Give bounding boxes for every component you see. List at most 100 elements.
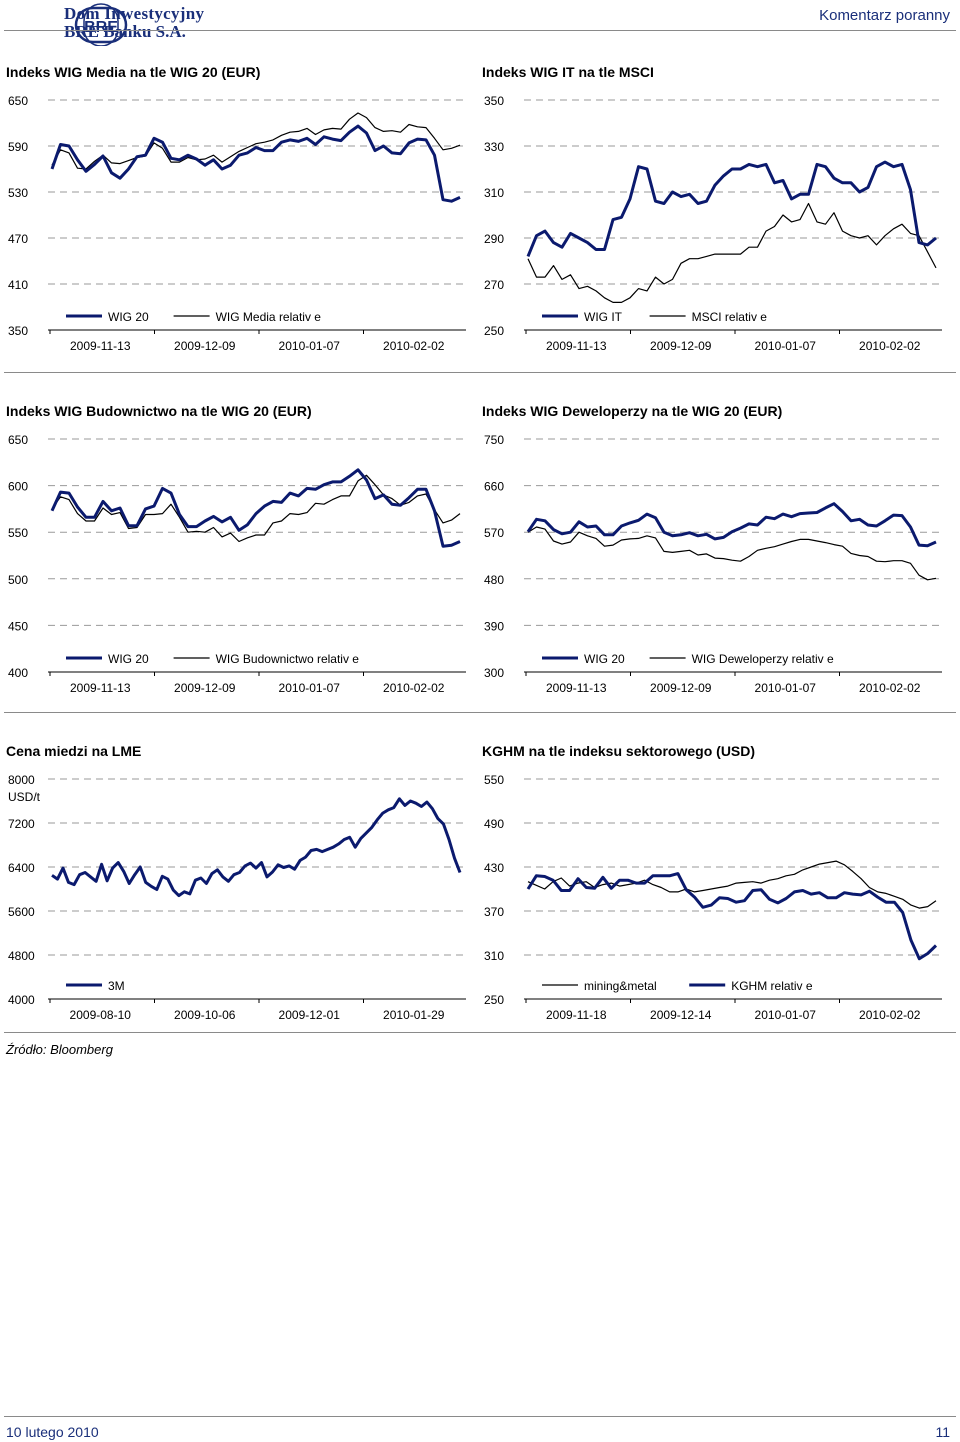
- y-tick-label: 310: [484, 186, 504, 200]
- legend-label: WIG Deweloperzy relativ e: [692, 652, 834, 666]
- y-tick-label: 7200: [8, 817, 35, 831]
- y-tick-label: 650: [8, 433, 28, 447]
- y-tick-label: 250: [484, 993, 504, 1007]
- section-rule: [4, 372, 956, 373]
- y-tick-label: 390: [484, 619, 504, 633]
- series-line-3m: [51, 797, 462, 898]
- y-tick-label: 480: [484, 573, 504, 587]
- series-line-wig-20: [50, 124, 461, 203]
- x-tick-label: 2010-02-02: [859, 1008, 921, 1022]
- logo-ring: [74, 6, 128, 44]
- series-line-wig-media-relativ-e: [51, 112, 461, 170]
- x-tick-label: 2009-12-09: [650, 339, 712, 353]
- footer-date: 10 lutego 2010: [6, 1424, 99, 1440]
- series-line-wig-budownictwo-relativ-e: [51, 474, 461, 543]
- x-tick-label: 2010-01-07: [755, 1008, 817, 1022]
- x-tick-label: 2010-01-07: [755, 681, 817, 695]
- y-tick-label: 600: [8, 480, 28, 494]
- x-tick-label: 2009-12-09: [650, 681, 712, 695]
- source-note: Źródło: Bloomberg: [6, 1042, 113, 1057]
- chart-title: Indeks WIG Media na tle WIG 20 (EUR): [6, 64, 261, 80]
- y-tick-label: 450: [8, 619, 28, 633]
- brand-name-line2: BRE Banku S.A.: [64, 22, 186, 41]
- x-tick-label: 2010-02-02: [383, 681, 445, 695]
- series-line-kghm-relativ-e: [526, 872, 938, 961]
- y-tick-label: 4000: [8, 993, 35, 1007]
- y-tick-label: 410: [8, 278, 28, 292]
- legend-label: mining&metal: [584, 979, 657, 993]
- y-tick-label: 8000: [8, 773, 35, 787]
- x-tick-label: 2009-12-14: [650, 1008, 712, 1022]
- y-tick-label: 590: [8, 140, 28, 154]
- y-tick-label: 270: [484, 278, 504, 292]
- y-tick-label: 470: [8, 232, 28, 246]
- logo-ring-inner: [83, 3, 119, 46]
- x-tick-label: 2010-01-07: [279, 339, 341, 353]
- legend-label: WIG Media relativ e: [216, 310, 322, 324]
- chart-title: KGHM na tle indeksu sektorowego (USD): [482, 743, 756, 759]
- y-tick-label: 350: [484, 94, 504, 108]
- y-tick-label: 330: [484, 140, 504, 154]
- series-line-wig-20: [50, 468, 461, 548]
- chart-wig-it: 350 330 310 290 270 250 2009-11-13 2009-12-09 20…: [484, 94, 942, 353]
- x-tick-label: 2009-12-09: [174, 681, 236, 695]
- legend-label: WIG IT: [584, 310, 623, 324]
- x-tick-label: 2010-01-07: [279, 681, 341, 695]
- series-line-wig-20: [526, 502, 937, 548]
- x-tick-label: 2009-11-13: [70, 681, 131, 695]
- y-tick-label: 370: [484, 905, 504, 919]
- footer-rule: [4, 1416, 956, 1417]
- x-tick-label: 2009-11-13: [546, 339, 607, 353]
- section-rule: [4, 1032, 956, 1033]
- y-tick-label: 660: [484, 480, 504, 494]
- bre-logo: BRE: [74, 3, 128, 46]
- legend-label: WIG 20: [108, 652, 149, 666]
- x-tick-label: 2009-10-06: [174, 1008, 236, 1022]
- y-tick-label: 6400: [8, 861, 35, 875]
- chart-cena-miedzi: 8000 7200 6400 5600 4800 4000 USD/t 2009-08-10 2…: [8, 773, 466, 1022]
- x-tick-label: 2010-02-02: [383, 339, 445, 353]
- legend-label: WIG 20: [584, 652, 625, 666]
- x-tick-label: 2009-11-13: [70, 339, 131, 353]
- y-tick-label: 570: [484, 526, 504, 540]
- y-tick-label: 530: [8, 186, 28, 200]
- x-tick-label: 2009-08-10: [70, 1008, 132, 1022]
- legend-label: WIG Budownictwo relativ e: [216, 652, 360, 666]
- x-tick-label: 2010-02-02: [859, 681, 921, 695]
- x-tick-label: 2010-01-29: [383, 1008, 445, 1022]
- legend-label: 3M: [108, 979, 125, 993]
- y-tick-label: 550: [8, 526, 28, 540]
- y-tick-label: 4800: [8, 949, 35, 963]
- legend-label: MSCI relativ e: [692, 310, 768, 324]
- chart-wig-media: 650 590 530 470 410 350 2009-11-13 2009-12-09 20…: [8, 94, 466, 353]
- y-tick-label: 400: [8, 666, 28, 680]
- x-tick-label: 2010-01-07: [755, 339, 817, 353]
- y-tick-label: 350: [8, 324, 28, 338]
- x-tick-label: 2009-12-01: [279, 1008, 341, 1022]
- y-tick-label: 490: [484, 817, 504, 831]
- series-line-msci-relativ-e: [527, 202, 937, 303]
- y-tick-label: 750: [484, 433, 504, 447]
- logo-text: BRE: [84, 19, 118, 36]
- chart-title: Indeks WIG Deweloperzy na tle WIG 20 (EU…: [482, 403, 783, 419]
- header-rule: [4, 30, 956, 31]
- chart-wig-deweloperzy: 750 660 570 480 390 300 2009-11-13 2009-12-09 20…: [484, 433, 942, 695]
- y-tick-label: 5600: [8, 905, 35, 919]
- chart-title: Cena miedzi na LME: [6, 743, 142, 759]
- chart-title: Indeks WIG Budownictwo na tle WIG 20 (EU…: [6, 403, 312, 419]
- x-tick-label: 2010-02-02: [859, 339, 921, 353]
- x-tick-label: 2009-11-13: [546, 681, 607, 695]
- y-tick-label: 310: [484, 949, 504, 963]
- unit-label: USD/t: [8, 790, 41, 804]
- series-line-wig-deweloperzy-relativ-e: [527, 526, 937, 581]
- y-tick-label: 300: [484, 666, 504, 680]
- legend-label: KGHM relativ e: [731, 979, 813, 993]
- brand-name-line1: Dom Inwestycyjny: [64, 4, 205, 23]
- y-tick-label: 650: [8, 94, 28, 108]
- page-number: 11: [935, 1424, 950, 1440]
- y-tick-label: 550: [484, 773, 504, 787]
- series-line-wig-it: [526, 160, 937, 257]
- document-type: Komentarz poranny: [819, 7, 950, 24]
- section-rule: [4, 712, 956, 713]
- y-tick-label: 430: [484, 861, 504, 875]
